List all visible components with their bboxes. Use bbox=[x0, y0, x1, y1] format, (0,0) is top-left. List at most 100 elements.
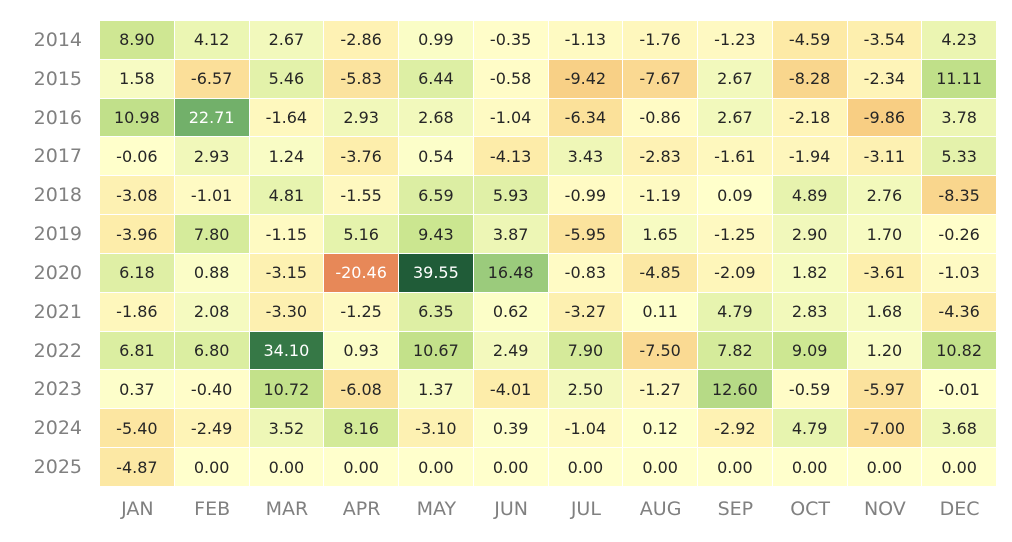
heatmap-cell: -5.95 bbox=[548, 215, 624, 254]
heatmap-cell: 8.16 bbox=[324, 409, 399, 449]
y-tick-label: 2016 bbox=[33, 106, 82, 129]
heatmap-cell: 12.60 bbox=[698, 370, 773, 410]
heatmap-cell: -0.06 bbox=[100, 137, 175, 177]
heatmap-cell: -0.83 bbox=[548, 253, 624, 293]
heatmap-cell: 2.93 bbox=[174, 137, 250, 177]
heatmap-cell: 7.82 bbox=[698, 331, 773, 371]
heatmap-cell: 5.33 bbox=[922, 137, 997, 177]
heatmap-cell: -3.27 bbox=[548, 292, 624, 332]
heatmap-grid: 8.90 4.12 2.67 -2.86 0.99 -0.35 -1.13 -1.76 -1.2… bbox=[100, 21, 997, 487]
heatmap-cell: -7.00 bbox=[847, 409, 923, 449]
heatmap-cell: 6.44 bbox=[399, 59, 474, 99]
heatmap-cell: -8.35 bbox=[922, 176, 997, 216]
heatmap-cell: 7.90 bbox=[548, 331, 624, 371]
heatmap-cell: 2.67 bbox=[249, 21, 325, 60]
heatmap-cell: -0.26 bbox=[922, 215, 997, 254]
heatmap-cell: 3.52 bbox=[249, 409, 325, 449]
heatmap-cell: -3.30 bbox=[249, 292, 325, 332]
heatmap-cell: 1.82 bbox=[772, 253, 848, 293]
heatmap-cell: 22.71 bbox=[174, 98, 250, 138]
heatmap-cell: 4.12 bbox=[174, 21, 250, 60]
heatmap-cell: 2.68 bbox=[399, 98, 474, 138]
heatmap-cell: -1.76 bbox=[623, 21, 698, 60]
heatmap-cell: -1.64 bbox=[249, 98, 325, 138]
heatmap-cell: 4.23 bbox=[922, 21, 997, 60]
y-tick-label: 2025 bbox=[33, 456, 82, 479]
heatmap-cell: 0.93 bbox=[324, 331, 399, 371]
heatmap-cell: -1.94 bbox=[772, 137, 848, 177]
x-tick-label: JUN bbox=[494, 498, 528, 520]
heatmap-cell: -3.96 bbox=[100, 215, 175, 254]
heatmap-cell: -2.92 bbox=[698, 409, 773, 449]
heatmap-cell: 4.81 bbox=[249, 176, 325, 216]
heatmap-cell: -1.25 bbox=[324, 292, 399, 332]
y-tick-label: 2018 bbox=[33, 184, 82, 207]
heatmap-cell: 10.82 bbox=[922, 331, 997, 371]
heatmap-cell: -0.59 bbox=[772, 370, 848, 410]
heatmap-cell: -1.19 bbox=[623, 176, 698, 216]
y-tick-label: 2014 bbox=[33, 29, 82, 51]
heatmap-cell: 3.78 bbox=[922, 98, 997, 138]
heatmap-cell: -5.83 bbox=[324, 59, 399, 99]
heatmap-cell: -0.01 bbox=[922, 370, 997, 410]
heatmap-cell: -3.76 bbox=[324, 137, 399, 177]
heatmap-cell: 0.00 bbox=[174, 448, 250, 487]
heatmap-cell: 0.00 bbox=[698, 448, 773, 487]
x-tick-label: JUL bbox=[570, 498, 601, 520]
heatmap-cell: 2.90 bbox=[772, 215, 848, 254]
heatmap-cell: 11.11 bbox=[922, 59, 997, 99]
heatmap-cell: 9.43 bbox=[399, 215, 474, 254]
heatmap-cell: 4.79 bbox=[772, 409, 848, 449]
x-tick-label: APR bbox=[342, 498, 381, 520]
heatmap-cell: 0.12 bbox=[623, 409, 698, 449]
heatmap-cell: -1.15 bbox=[249, 215, 325, 254]
y-tick-label: 2024 bbox=[33, 417, 82, 440]
heatmap-cell: 3.43 bbox=[548, 137, 624, 177]
heatmap-cell: 0.00 bbox=[249, 448, 325, 487]
heatmap-cell: -3.11 bbox=[847, 137, 923, 177]
heatmap-cell: 5.16 bbox=[324, 215, 399, 254]
heatmap-cell: -9.86 bbox=[847, 98, 923, 138]
heatmap-cell: -1.04 bbox=[548, 409, 624, 449]
heatmap-cell: 0.00 bbox=[399, 448, 474, 487]
heatmap-cell: 0.00 bbox=[548, 448, 624, 487]
y-axis-year-labels: 2014 2015 2016 2017 2018 2019 2020 2021 2022 2023… bbox=[0, 21, 90, 487]
heatmap-cell: 0.88 bbox=[174, 253, 250, 293]
heatmap-cell: 3.68 bbox=[922, 409, 997, 449]
heatmap-cell: -2.86 bbox=[324, 21, 399, 60]
x-tick-label: JAN bbox=[121, 498, 154, 520]
heatmap-cell: -3.08 bbox=[100, 176, 175, 216]
heatmap-cell: -4.36 bbox=[922, 292, 997, 332]
heatmap-cell: -1.04 bbox=[473, 98, 549, 138]
heatmap-cell: -5.40 bbox=[100, 409, 175, 449]
y-tick-label: 2021 bbox=[33, 300, 82, 323]
heatmap-cell: 1.70 bbox=[847, 215, 923, 254]
x-tick-label: FEB bbox=[194, 498, 231, 520]
y-tick-label: 2017 bbox=[33, 145, 82, 168]
heatmap-cell: 10.67 bbox=[399, 331, 474, 371]
heatmap-cell: -4.87 bbox=[100, 448, 175, 487]
heatmap-cell: -3.61 bbox=[847, 253, 923, 293]
heatmap-cell: 0.11 bbox=[623, 292, 698, 332]
heatmap-cell: 0.00 bbox=[922, 448, 997, 487]
heatmap-cell: -4.59 bbox=[772, 21, 848, 60]
heatmap-cell: -6.57 bbox=[174, 59, 250, 99]
heatmap-cell: 7.80 bbox=[174, 215, 250, 254]
heatmap-cell: 5.93 bbox=[473, 176, 549, 216]
heatmap-cell: 1.65 bbox=[623, 215, 698, 254]
heatmap-cell: -1.86 bbox=[100, 292, 175, 332]
heatmap-cell: -4.13 bbox=[473, 137, 549, 177]
heatmap-cell: -8.28 bbox=[772, 59, 848, 99]
heatmap-cell: -7.50 bbox=[623, 331, 698, 371]
x-tick-label: OCT bbox=[790, 498, 831, 520]
heatmap-cell: -0.99 bbox=[548, 176, 624, 216]
heatmap-cell: -2.09 bbox=[698, 253, 773, 293]
x-tick-label: MAY bbox=[416, 498, 457, 520]
heatmap-cell: -6.08 bbox=[324, 370, 399, 410]
heatmap-cell: 0.62 bbox=[473, 292, 549, 332]
heatmap-cell: 10.72 bbox=[249, 370, 325, 410]
heatmap-cell: -6.34 bbox=[548, 98, 624, 138]
heatmap-cell: -1.23 bbox=[698, 21, 773, 60]
heatmap-cell: 0.00 bbox=[324, 448, 399, 487]
heatmap-cell: -1.55 bbox=[324, 176, 399, 216]
